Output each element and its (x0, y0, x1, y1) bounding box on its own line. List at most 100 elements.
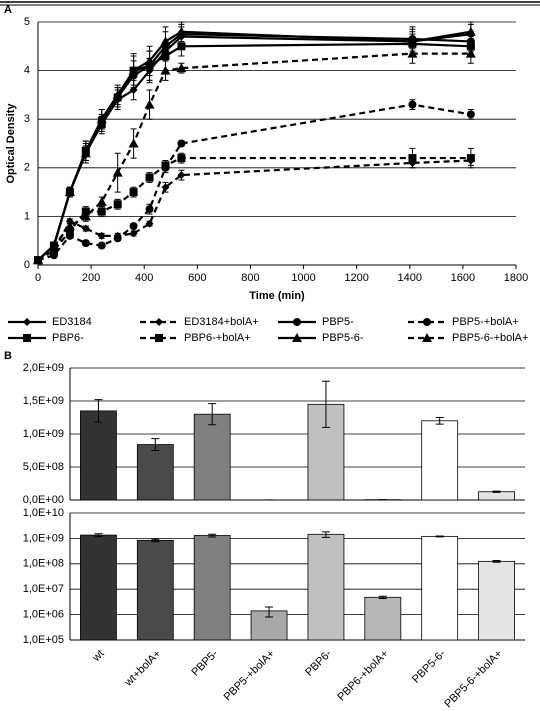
data-point (160, 36, 171, 46)
error-bar (151, 438, 160, 451)
panel-label: B (4, 350, 12, 362)
legend-marker (423, 318, 431, 326)
series-line (37, 156, 471, 262)
data-point (407, 48, 418, 58)
error-bar (208, 403, 217, 426)
legend-label: PBP6- (52, 332, 84, 344)
data-point (144, 55, 155, 65)
y-axis-label: Optical Density (5, 103, 17, 184)
x-tick-label: PBP5- (189, 647, 220, 678)
y-tick-label: 5,0E+08 (23, 461, 64, 473)
data-point (161, 161, 170, 170)
bar (421, 535, 459, 641)
data-point (465, 48, 476, 58)
data-point (177, 171, 186, 180)
x-tick-label: 800 (241, 272, 259, 284)
bar (80, 410, 117, 501)
bar (478, 560, 515, 641)
error-bar (265, 606, 274, 618)
y-tick-label: 1 (24, 210, 30, 222)
data-point (407, 36, 418, 46)
error-bar (435, 535, 444, 538)
series-line (37, 103, 472, 262)
x-tick-label: PBP6-+bolA+ (335, 648, 391, 704)
error-bar (492, 559, 501, 563)
y-tick-label: 4 (24, 65, 30, 77)
legend-marker (422, 333, 432, 342)
series-line (37, 30, 472, 261)
data-point (145, 173, 154, 182)
legend-label: PBP6-+bolA+ (184, 332, 251, 344)
y-tick-label: 0 (24, 259, 30, 271)
x-tick-label: PBP5-+bolA+ (222, 648, 278, 704)
data-point (96, 196, 107, 206)
data-point (97, 207, 106, 216)
panel-label: A (4, 4, 12, 16)
series-line (37, 33, 471, 261)
data-point (113, 234, 122, 243)
data-point (408, 100, 417, 109)
y-tick-label: 1,0E+09 (23, 532, 64, 544)
x-tick-label: 1400 (398, 272, 422, 284)
legend-marker (155, 318, 163, 326)
data-point (161, 183, 170, 192)
data-point (112, 89, 123, 99)
data-point (128, 138, 139, 148)
y-tick-label: 1,0E+09 (23, 428, 64, 440)
bar (136, 444, 174, 501)
bar (307, 533, 345, 641)
data-point (160, 65, 171, 75)
data-point (465, 26, 476, 36)
legend-marker (155, 334, 163, 342)
data-point (64, 187, 75, 197)
bar (478, 491, 515, 501)
x-tick-label: wt (90, 648, 107, 665)
y-tick-label: 3 (24, 113, 30, 125)
error-bar (94, 533, 103, 538)
x-tick-label: 1600 (451, 272, 475, 284)
legend-marker (23, 318, 31, 326)
y-tick-label: 2 (24, 162, 30, 174)
x-tick-label: 0 (35, 272, 41, 284)
bar (364, 596, 402, 641)
y-tick-label: 5 (24, 16, 30, 28)
legend-marker (23, 334, 31, 342)
y-tick-label: 2,0E+09 (23, 362, 64, 374)
data-point (81, 239, 90, 248)
error-bar (151, 538, 160, 543)
bar (193, 413, 231, 501)
bar (421, 420, 459, 501)
data-point (65, 226, 74, 235)
data-point (129, 188, 138, 197)
data-point (177, 154, 186, 163)
series-line (37, 159, 471, 262)
data-point (97, 231, 106, 240)
data-point (33, 255, 43, 265)
error-bar (321, 531, 330, 538)
y-tick-label: 1,0E+08 (23, 558, 64, 570)
y-tick-label: 1,0E+05 (23, 634, 64, 646)
data-point (48, 240, 59, 250)
legend-label: PBP5-+bolA+ (452, 316, 519, 328)
series-line (37, 33, 471, 261)
y-tick-label: 1,0E+07 (23, 583, 64, 595)
error-bar (378, 595, 387, 600)
x-tick-label: PBP5-6-+bolA+ (442, 648, 505, 711)
x-tick-label: 600 (188, 272, 206, 284)
x-tick-label: 1800 (504, 272, 528, 284)
series-line (37, 52, 471, 261)
data-point (81, 224, 90, 233)
data-point (64, 221, 75, 231)
bar (80, 534, 117, 641)
error-bar (435, 417, 444, 425)
data-point (177, 139, 186, 148)
error-bar (94, 399, 103, 423)
legend-label: PBP5-6- (322, 332, 364, 344)
bar (193, 535, 231, 641)
x-tick-label: 1200 (344, 272, 368, 284)
data-point (113, 200, 122, 209)
data-point (80, 211, 91, 221)
data-point (145, 205, 154, 214)
data-point (129, 229, 138, 238)
